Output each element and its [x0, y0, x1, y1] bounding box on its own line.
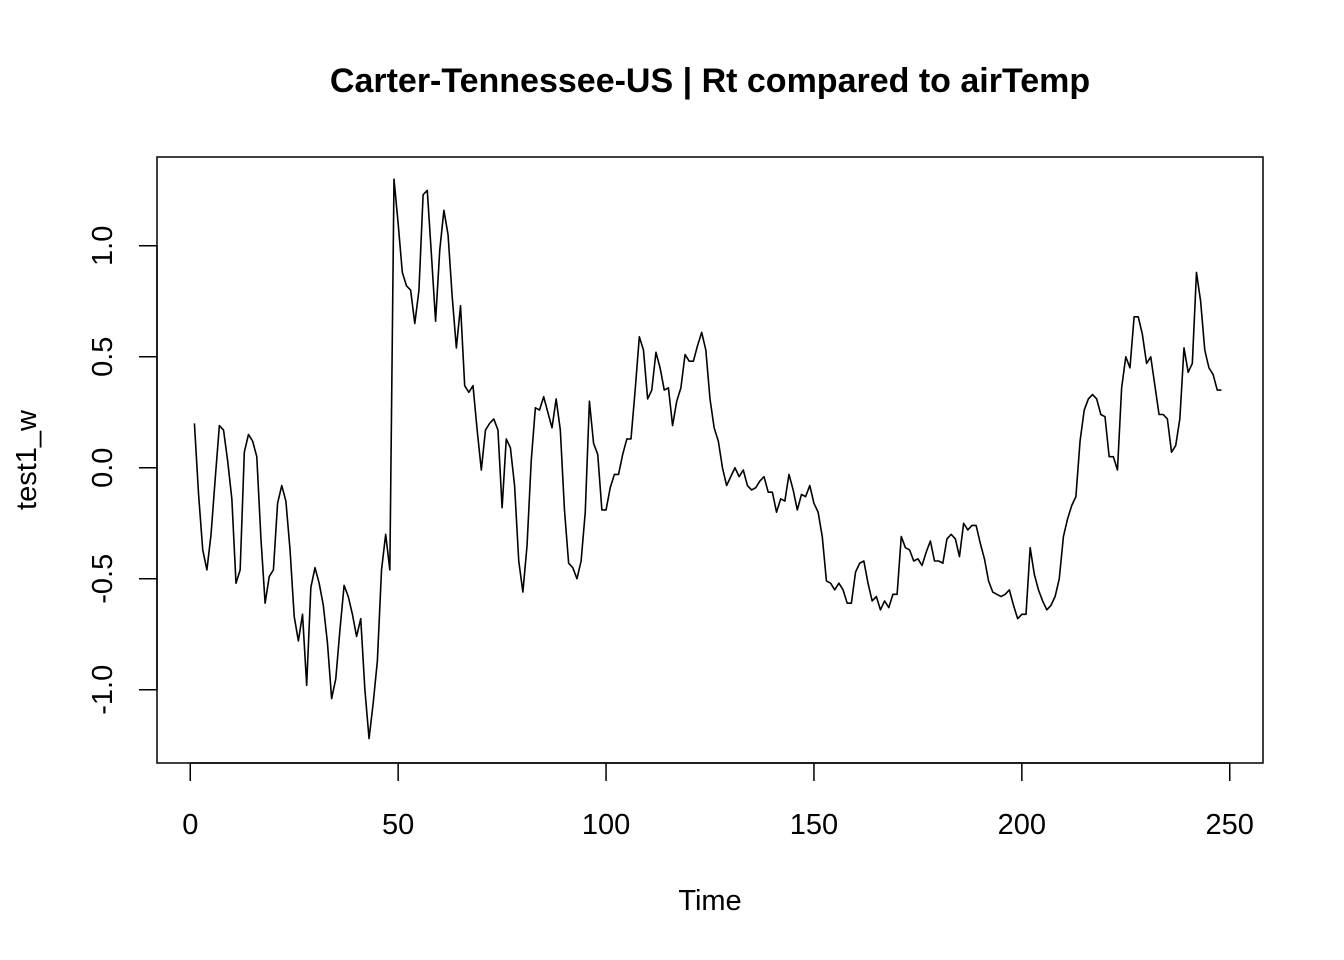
- y-axis: -1.0 -0.5 0.0 0.5 1.0: [87, 226, 158, 715]
- x-tick-label: 250: [1206, 809, 1254, 841]
- x-axis: 0 50 100 150 200 250: [182, 762, 1254, 841]
- y-tick-label: -0.5: [87, 554, 119, 604]
- x-tick-label: 150: [790, 809, 838, 841]
- x-tick-label: 200: [998, 809, 1046, 841]
- x-tick-label: 100: [582, 809, 630, 841]
- y-tick-label: 0.0: [87, 448, 119, 488]
- series-layer: [193, 178, 1222, 740]
- series-line: [193, 178, 1222, 740]
- y-tick-label: 1.0: [87, 226, 119, 266]
- chart-title: Carter-Tennessee-US | Rt compared to air…: [330, 62, 1090, 100]
- plot-frame: [156, 156, 1264, 764]
- y-tick-label: 0.5: [87, 337, 119, 377]
- y-tick-label: -1.0: [87, 665, 119, 715]
- y-axis-label: test1_w: [11, 409, 43, 510]
- x-tick-label: 50: [382, 809, 414, 841]
- x-tick-label: 0: [182, 809, 198, 841]
- x-axis-label: Time: [678, 885, 741, 917]
